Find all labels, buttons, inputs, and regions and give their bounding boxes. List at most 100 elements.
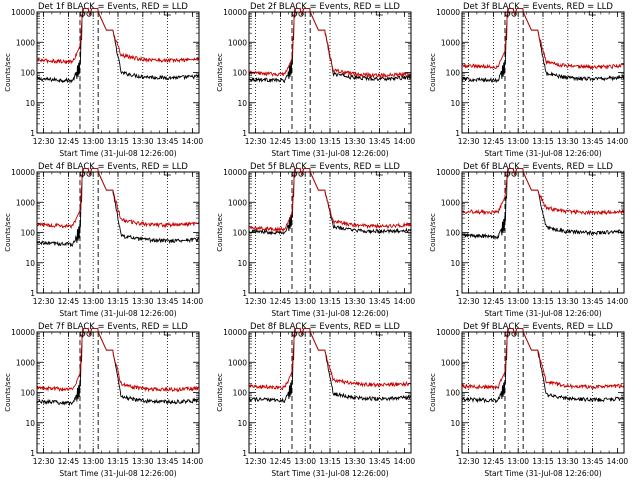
y-tick-label: 10 [237, 259, 247, 268]
x-tick-label: 12:45 [270, 137, 292, 146]
x-tick-label: 13:15 [532, 457, 554, 466]
series-line-lld [37, 328, 199, 393]
x-tick-label: 13:00 [82, 297, 104, 306]
x-tick-label: 12:45 [270, 297, 292, 306]
x-tick-label: 13:15 [319, 137, 341, 146]
series-line-lld [37, 8, 199, 65]
y-axis-label: Counts/sec [4, 373, 12, 412]
x-tick-label: 14:00 [607, 457, 629, 466]
x-tick-label: 13:15 [107, 457, 129, 466]
x-tick-label: 12:45 [58, 457, 80, 466]
chart-title: Det 6f BLACK = Events, RED = LLD [463, 162, 613, 172]
x-tick-label: 13:45 [157, 137, 179, 146]
x-axis-label: Start Time (31-Jul-08 12:26:00) [484, 149, 601, 158]
x-tick-label: 14:00 [182, 137, 204, 146]
x-tick-label: 12:30 [33, 457, 55, 466]
chart-panel-det-6f: Det 6f BLACK = Events, RED = LLD Counts/s… [429, 162, 628, 318]
chart-title: Det 9f BLACK = Events, RED = LLD [463, 322, 613, 332]
y-tick-label: 100 [233, 69, 248, 78]
series-line-lld [249, 328, 411, 391]
y-tick-label: 1000 [441, 358, 460, 367]
series-line-events [37, 8, 199, 84]
x-tick-label: 14:00 [607, 137, 629, 146]
y-tick-label: 10000 [436, 328, 460, 337]
y-axis-label: Counts/sec [216, 213, 224, 252]
y-tick-label: 100 [233, 389, 248, 398]
x-axis-label: Start Time (31-Jul-08 12:26:00) [271, 309, 388, 318]
y-tick-label: 10 [450, 259, 460, 268]
y-tick-label: 1 [30, 289, 35, 298]
y-tick-label: 10 [25, 419, 35, 428]
y-tick-label: 1000 [16, 198, 35, 207]
x-tick-label: 13:00 [294, 457, 316, 466]
y-tick-label: 1 [242, 289, 247, 298]
y-tick-label: 1000 [16, 38, 35, 47]
y-axis-label: Counts/sec [4, 213, 12, 252]
y-tick-label: 1 [455, 289, 460, 298]
x-tick-label: 14:00 [394, 457, 416, 466]
y-tick-label: 100 [446, 229, 461, 238]
y-tick-label: 10000 [223, 8, 247, 17]
series-line-lld [462, 328, 624, 391]
series-line-events [462, 328, 624, 404]
x-tick-label: 13:45 [157, 297, 179, 306]
x-tick-label: 13:45 [582, 297, 604, 306]
series-line-lld [249, 8, 411, 79]
y-axis-label: Counts/sec [429, 53, 437, 92]
x-axis-label: Start Time (31-Jul-08 12:26:00) [271, 149, 388, 158]
chart-panel-det-1f: Det 1f BLACK = Events, RED = LLD Counts/s… [4, 2, 203, 158]
x-tick-label: 12:45 [483, 457, 505, 466]
series-line-events [37, 168, 199, 248]
y-tick-label: 100 [446, 69, 461, 78]
series-line-lld [462, 168, 624, 216]
chart-title: Det 5f BLACK = Events, RED = LLD [250, 162, 400, 172]
y-tick-label: 1000 [228, 198, 247, 207]
y-tick-label: 10000 [223, 328, 247, 337]
x-tick-label: 13:45 [369, 297, 391, 306]
y-tick-label: 10 [25, 99, 35, 108]
y-tick-label: 10000 [436, 168, 460, 177]
chart-panel-det-8f: Det 8f BLACK = Events, RED = LLD Counts/s… [216, 322, 415, 478]
x-tick-label: 13:45 [369, 137, 391, 146]
x-tick-label: 14:00 [182, 457, 204, 466]
x-tick-label: 12:30 [245, 457, 267, 466]
x-tick-label: 13:30 [344, 457, 366, 466]
y-tick-label: 1000 [16, 358, 35, 367]
x-tick-label: 13:00 [294, 137, 316, 146]
y-tick-label: 100 [21, 69, 36, 78]
chart-title: Det 7f BLACK = Events, RED = LLD [38, 322, 188, 332]
y-tick-label: 1 [30, 129, 35, 138]
x-tick-label: 12:30 [458, 137, 480, 146]
y-axis-label: Counts/sec [429, 373, 437, 412]
x-tick-label: 12:30 [458, 457, 480, 466]
x-tick-label: 12:45 [483, 297, 505, 306]
y-tick-label: 1 [455, 449, 460, 458]
x-tick-label: 13:30 [344, 137, 366, 146]
y-axis-label: Counts/sec [216, 53, 224, 92]
y-tick-label: 100 [233, 229, 248, 238]
y-axis-label: Counts/sec [429, 213, 437, 252]
x-tick-label: 14:00 [182, 297, 204, 306]
series-line-events [249, 328, 411, 404]
y-tick-label: 10000 [11, 168, 35, 177]
series-line-events [462, 168, 624, 241]
chart-panel-det-4f: Det 4f BLACK = Events, RED = LLD Counts/s… [4, 162, 203, 318]
x-tick-label: 13:15 [532, 297, 554, 306]
y-tick-label: 10 [237, 419, 247, 428]
y-tick-label: 100 [21, 229, 36, 238]
chart-panel-det-9f: Det 9f BLACK = Events, RED = LLD Counts/s… [429, 322, 628, 478]
y-tick-label: 100 [21, 389, 36, 398]
x-tick-label: 13:00 [507, 297, 529, 306]
x-tick-label: 13:30 [132, 457, 154, 466]
y-axis-label: Counts/sec [4, 53, 12, 92]
x-tick-label: 14:00 [607, 297, 629, 306]
series-line-events [37, 328, 199, 407]
x-tick-label: 13:45 [582, 457, 604, 466]
x-tick-label: 14:00 [394, 137, 416, 146]
y-tick-label: 10 [25, 259, 35, 268]
x-axis-label: Start Time (31-Jul-08 12:26:00) [484, 309, 601, 318]
x-tick-label: 13:15 [532, 137, 554, 146]
chart-title: Det 3f BLACK = Events, RED = LLD [463, 2, 613, 12]
x-tick-label: 13:45 [582, 137, 604, 146]
